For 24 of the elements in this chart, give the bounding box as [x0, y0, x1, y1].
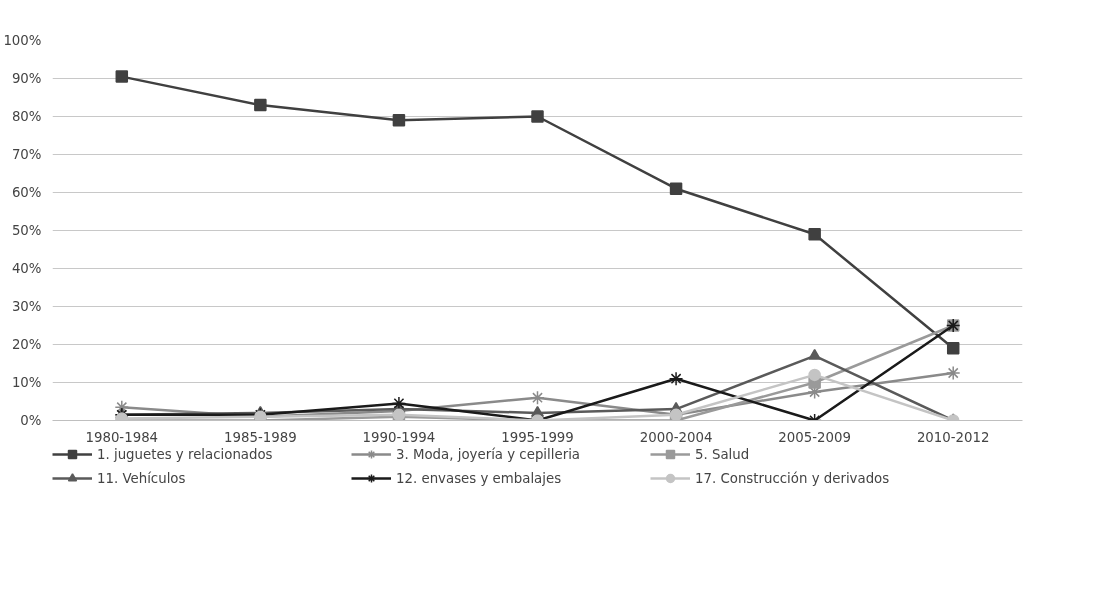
x-tick-label: 1980-1984: [85, 429, 159, 445]
y-tick-label: 10%: [11, 375, 42, 390]
x-tick-label: 2000-2004: [639, 429, 713, 445]
y-tick-label: 70%: [11, 147, 42, 162]
legend-label: 17. Construcción y derivados: [695, 470, 891, 486]
y-tick-label: 60%: [11, 185, 42, 200]
y-tick-label: 20%: [11, 337, 42, 352]
y-tick-label: 90%: [11, 71, 42, 86]
legend-label: 12. envases y embalajes: [396, 470, 563, 486]
legend-label: 5. Salud: [695, 446, 751, 462]
x-tick-label: 1990-1994: [362, 429, 436, 445]
y-tick-label: 100%: [3, 33, 42, 48]
x-tick-label: 1985-1989: [224, 429, 297, 445]
y-tick-label: 40%: [11, 261, 42, 276]
x-tick-label: 1995-1999: [501, 429, 574, 445]
y-tick-label: 80%: [11, 109, 42, 124]
legend-label: 1. juguetes y relacionados: [97, 446, 274, 462]
x-tick-label: 2010-2012: [916, 429, 990, 445]
y-tick-label: 50%: [11, 223, 42, 238]
y-tick-label: 30%: [11, 299, 42, 314]
legend-label: 3. Moda, joyería y cepilleria: [396, 446, 581, 462]
legend-label: 11. Vehículos: [97, 470, 187, 486]
y-tick-label: 0%: [20, 413, 42, 428]
x-tick-label: 2005-2009: [778, 429, 851, 445]
